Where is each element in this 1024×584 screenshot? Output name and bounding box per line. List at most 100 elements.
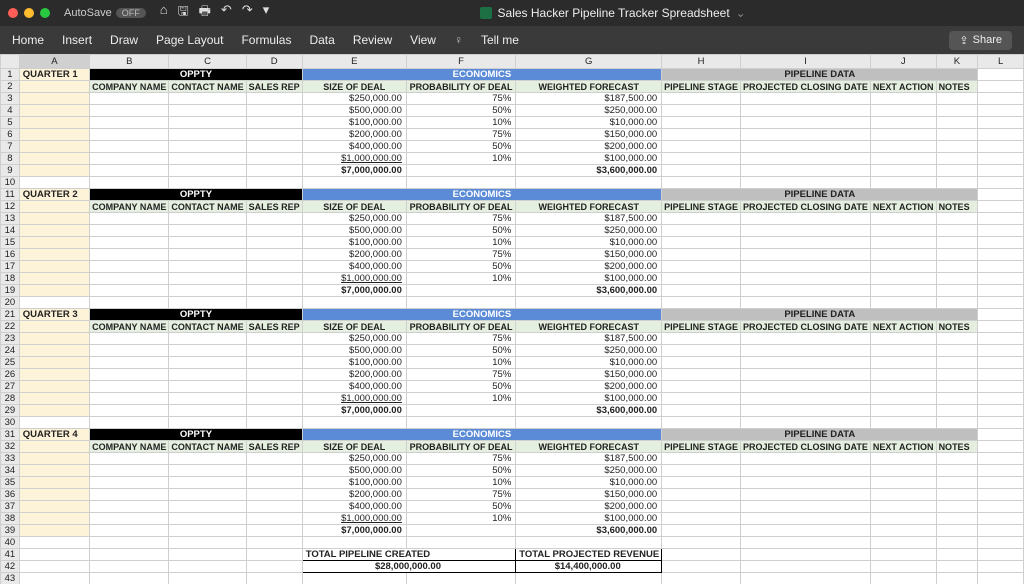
cell[interactable] — [741, 477, 871, 489]
cell[interactable] — [90, 141, 169, 153]
cell[interactable] — [169, 285, 246, 297]
cell[interactable] — [662, 513, 741, 525]
cell[interactable] — [978, 321, 1024, 333]
cell[interactable] — [19, 561, 89, 573]
cell[interactable] — [246, 561, 302, 573]
cell[interactable] — [936, 333, 978, 345]
cell[interactable] — [741, 345, 871, 357]
cell[interactable] — [246, 573, 302, 584]
cell[interactable] — [662, 501, 741, 513]
row-header-6[interactable]: 6 — [1, 129, 20, 141]
cell[interactable] — [870, 105, 936, 117]
cell[interactable] — [90, 369, 169, 381]
row-header-42[interactable]: 42 — [1, 561, 20, 573]
cell[interactable] — [870, 261, 936, 273]
cell[interactable] — [90, 285, 169, 297]
deal-cell[interactable]: $1,000,000.00 — [302, 153, 406, 165]
deal-cell[interactable]: $400,000.00 — [302, 501, 406, 513]
cell[interactable] — [90, 153, 169, 165]
select-all-corner[interactable] — [1, 55, 20, 69]
cell[interactable] — [741, 117, 871, 129]
cell[interactable] — [246, 105, 302, 117]
cell[interactable] — [169, 117, 246, 129]
cell[interactable] — [246, 393, 302, 405]
prob-cell[interactable]: 50% — [406, 381, 515, 393]
prob-cell[interactable]: 50% — [406, 465, 515, 477]
cell[interactable] — [90, 177, 169, 189]
cell[interactable] — [246, 225, 302, 237]
cell[interactable] — [169, 561, 246, 573]
cell[interactable] — [90, 249, 169, 261]
row-header-10[interactable]: 10 — [1, 177, 20, 189]
cell[interactable] — [936, 465, 978, 477]
cell[interactable] — [19, 201, 89, 213]
cell[interactable] — [662, 489, 741, 501]
qtotal-deal[interactable]: $7,000,000.00 — [302, 405, 406, 417]
cell[interactable] — [870, 561, 936, 573]
cell[interactable] — [246, 357, 302, 369]
cell[interactable] — [741, 273, 871, 285]
cell[interactable] — [870, 249, 936, 261]
cell[interactable] — [90, 213, 169, 225]
quarter-label[interactable]: QUARTER 3 — [19, 309, 89, 321]
cell[interactable] — [870, 573, 936, 584]
cell[interactable] — [741, 405, 871, 417]
row-header-1[interactable]: 1 — [1, 69, 20, 81]
row-header-36[interactable]: 36 — [1, 489, 20, 501]
prob-cell[interactable]: 10% — [406, 153, 515, 165]
deal-cell[interactable]: $400,000.00 — [302, 381, 406, 393]
deal-cell[interactable]: $500,000.00 — [302, 345, 406, 357]
cell[interactable] — [741, 525, 871, 537]
cell[interactable] — [19, 345, 89, 357]
prob-cell[interactable]: 50% — [406, 501, 515, 513]
prob-cell[interactable]: 50% — [406, 225, 515, 237]
cell[interactable] — [741, 393, 871, 405]
cell[interactable] — [870, 477, 936, 489]
cell[interactable] — [936, 525, 978, 537]
cell[interactable] — [90, 345, 169, 357]
cell[interactable] — [978, 117, 1024, 129]
cell[interactable] — [978, 249, 1024, 261]
col-header-H[interactable]: H — [662, 55, 741, 69]
cell[interactable] — [246, 165, 302, 177]
cell[interactable] — [246, 525, 302, 537]
cell[interactable] — [19, 549, 89, 561]
col-header-A[interactable]: A — [19, 55, 89, 69]
deal-cell[interactable]: $200,000.00 — [302, 129, 406, 141]
cell[interactable] — [662, 417, 741, 429]
prob-cell[interactable]: 10% — [406, 357, 515, 369]
forecast-cell[interactable]: $250,000.00 — [516, 465, 662, 477]
cell[interactable] — [169, 177, 246, 189]
cell[interactable] — [90, 381, 169, 393]
cell[interactable] — [662, 177, 741, 189]
cell[interactable] — [19, 357, 89, 369]
prob-cell[interactable]: 50% — [406, 261, 515, 273]
cell[interactable] — [978, 201, 1024, 213]
cell[interactable] — [516, 417, 662, 429]
cell[interactable] — [662, 297, 741, 309]
cell[interactable] — [90, 405, 169, 417]
cell[interactable] — [936, 357, 978, 369]
prob-cell[interactable]: 75% — [406, 93, 515, 105]
row-header-4[interactable]: 4 — [1, 105, 20, 117]
cell[interactable] — [19, 141, 89, 153]
deal-cell[interactable]: $500,000.00 — [302, 225, 406, 237]
cell[interactable] — [19, 297, 89, 309]
forecast-cell[interactable]: $200,000.00 — [516, 141, 662, 153]
cell[interactable] — [662, 357, 741, 369]
cell[interactable] — [741, 141, 871, 153]
tab-home[interactable]: Home — [12, 33, 44, 47]
cell[interactable] — [741, 129, 871, 141]
cell[interactable] — [246, 129, 302, 141]
row-header-43[interactable]: 43 — [1, 573, 20, 584]
save-icon[interactable]: 🖫 — [178, 2, 189, 24]
cell[interactable] — [169, 525, 246, 537]
deal-cell[interactable]: $1,000,000.00 — [302, 273, 406, 285]
cell[interactable] — [169, 417, 246, 429]
cell[interactable] — [741, 453, 871, 465]
qtotal-forecast[interactable]: $3,600,000.00 — [516, 525, 662, 537]
cell[interactable] — [978, 237, 1024, 249]
cell[interactable] — [662, 453, 741, 465]
cell[interactable] — [90, 297, 169, 309]
cell[interactable] — [19, 177, 89, 189]
